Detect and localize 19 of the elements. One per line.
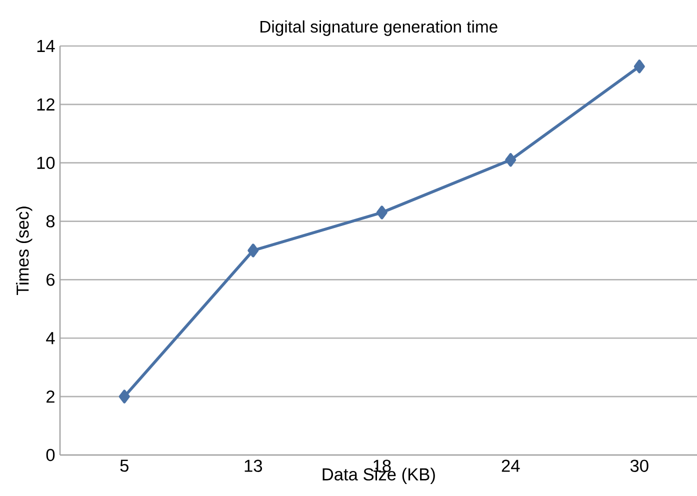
y-tick-label: 4 — [46, 332, 55, 344]
chart-title: Digital signature generation time — [260, 20, 498, 36]
x-tick-label: 30 — [630, 460, 648, 472]
y-tick-label: 14 — [37, 40, 55, 52]
point — [505, 153, 516, 167]
point — [118, 390, 130, 404]
point — [376, 206, 388, 220]
point — [634, 60, 645, 74]
x-tick-label: 24 — [502, 460, 520, 472]
x-tick-label: 5 — [120, 460, 128, 472]
y-tick-label: 2 — [46, 390, 54, 403]
point — [248, 244, 259, 258]
y-tick-label: 0 — [46, 448, 55, 462]
x-tick-label: 13 — [244, 460, 262, 472]
y-tick-label: 10 — [37, 156, 55, 169]
y-tick-label: 12 — [37, 98, 54, 110]
y-tick-label: 6 — [46, 274, 55, 286]
y-axis-title: Times (sec) — [16, 206, 32, 296]
y-tick-label: 8 — [46, 215, 55, 228]
